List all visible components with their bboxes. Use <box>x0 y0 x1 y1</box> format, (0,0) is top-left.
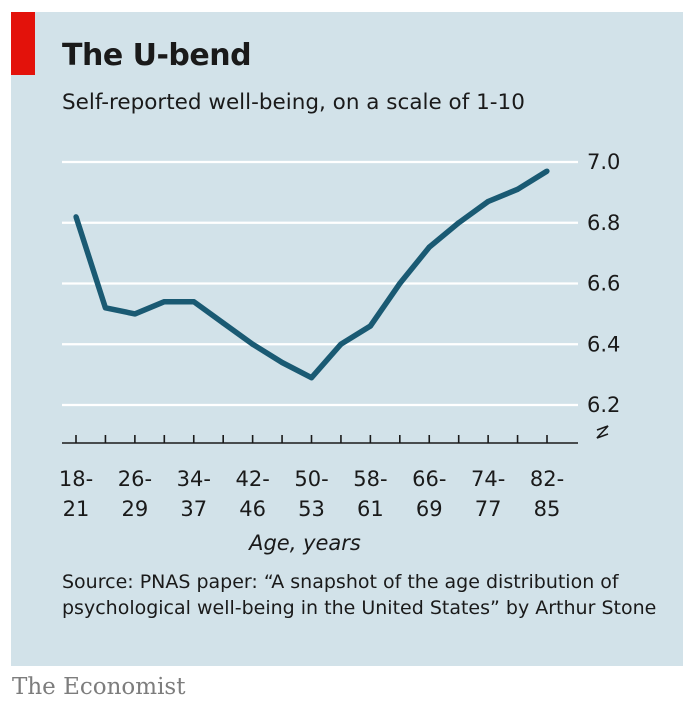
x-tick-label: 50- <box>294 467 328 491</box>
red-tag-mark <box>11 12 35 75</box>
x-tick-label: 29 <box>122 497 149 521</box>
data-point <box>367 323 373 329</box>
x-tick-label: 82- <box>530 467 564 491</box>
data-point <box>250 341 256 347</box>
x-tick-label: 85 <box>534 497 561 521</box>
data-point <box>514 186 521 192</box>
y-tick-label: 7.0 <box>587 150 620 174</box>
data-point <box>102 305 109 311</box>
data-point <box>338 341 344 347</box>
y-tick-labels: 7.0 6.8 6.6 6.4 6.2 <box>587 150 620 417</box>
x-tick-label: 58- <box>353 467 387 491</box>
y-tick-label: 6.8 <box>587 211 620 235</box>
data-point <box>308 375 315 381</box>
x-tick-label: 69 <box>416 497 443 521</box>
x-tick-label: 42- <box>235 467 269 491</box>
data-point <box>220 320 226 326</box>
data-point <box>456 220 462 226</box>
chart-subtitle: Self-reported well-being, on a scale of … <box>62 90 525 115</box>
data-point <box>73 214 79 220</box>
data-point <box>544 168 550 174</box>
grid-lines <box>62 160 578 407</box>
data-point <box>485 198 491 205</box>
x-tick-label: 34- <box>177 467 211 491</box>
x-tick-label: 66- <box>412 467 446 491</box>
x-axis <box>62 435 578 444</box>
axis-break-mark <box>596 425 609 439</box>
x-tick-label: 37 <box>180 497 207 521</box>
x-tick-label: 53 <box>298 497 325 521</box>
x-tick-labels: 18- 21 26- 29 34- 37 42- 46 50- 53 58- 61 66- 69 74- 77… <box>59 467 564 521</box>
x-tick-label: 74- <box>471 467 505 491</box>
x-tick-label: 46 <box>239 497 266 521</box>
y-tick-label: 6.4 <box>587 332 620 356</box>
data-point <box>132 311 138 317</box>
axis-break-icon <box>596 425 609 439</box>
series-line <box>73 168 549 381</box>
data-point <box>191 299 197 305</box>
y-tick-label: 6.2 <box>587 393 620 417</box>
source-note: Source: PNAS paper: “A snapshot of the a… <box>62 571 657 619</box>
x-tick-label: 26- <box>118 467 152 491</box>
brand-logo: The Economist <box>12 674 186 700</box>
x-tick-label: 18- <box>59 467 93 491</box>
x-tick-label: 77 <box>475 497 502 521</box>
chart-title: The U-bend <box>62 38 252 73</box>
x-tick-label: 61 <box>357 497 384 521</box>
series-layer <box>73 168 550 381</box>
y-tick-label: 6.6 <box>587 272 620 296</box>
data-point <box>279 359 285 366</box>
data-point <box>426 244 432 250</box>
data-point <box>397 280 403 287</box>
x-axis-label: Age, years <box>249 531 361 555</box>
x-tick-label: 21 <box>63 497 90 521</box>
data-point <box>161 299 167 305</box>
